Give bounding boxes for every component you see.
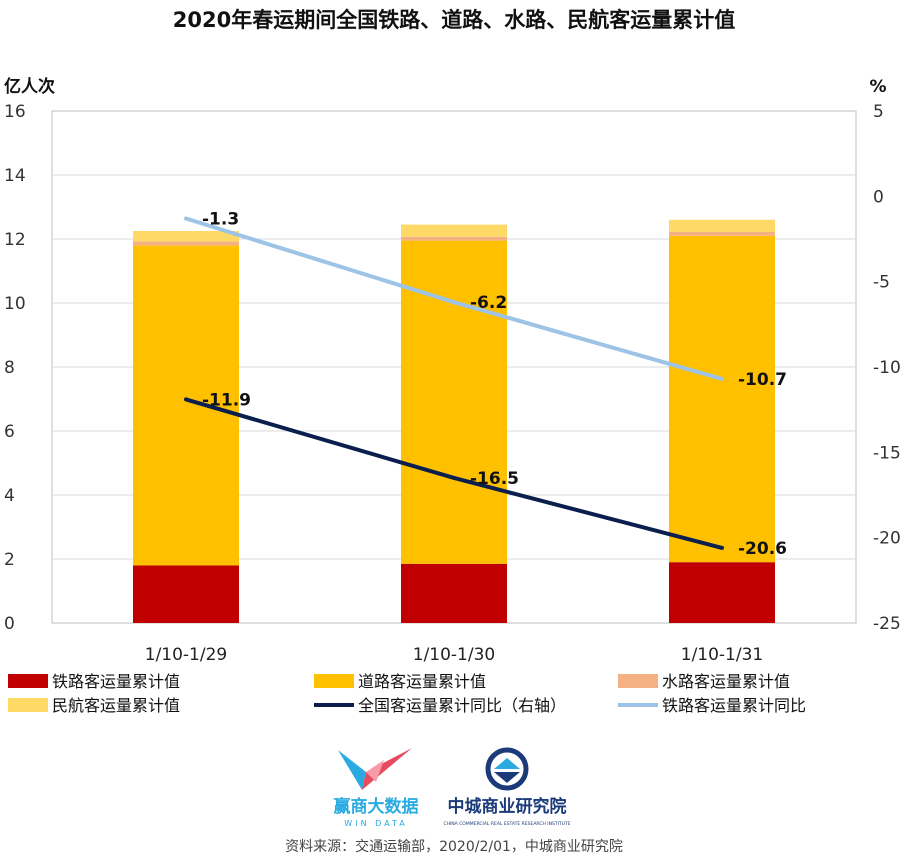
line-point — [184, 216, 188, 221]
x-axis-ticks: 1/10-1/29 1/10-1/30 1/10-1/31 — [145, 645, 764, 665]
bar-segment — [669, 562, 775, 623]
right-tick-label: -5 — [873, 273, 890, 293]
ccre-logo-name: 中城商业研究院 — [448, 796, 567, 817]
chart-title: 2020年春运期间全国铁路、道路、水路、民航客运量累计值 — [173, 8, 735, 32]
left-tick-label: 8 — [4, 358, 15, 378]
source-note: 资料来源：交通运输部，2020/2/01，中城商业研究院 — [285, 838, 623, 855]
right-tick-label: -10 — [873, 358, 901, 378]
left-tick-label: 14 — [4, 166, 26, 186]
wind-data-logo: 赢商大数据 WIN DATA — [334, 748, 419, 828]
right-tick-label: 5 — [873, 102, 884, 122]
legend-swatch — [8, 674, 48, 688]
right-axis-ticks: -25 -20 -15 -10 -5 0 5 — [873, 102, 901, 634]
bar-segment — [669, 231, 775, 236]
left-tick-label: 0 — [4, 614, 15, 634]
left-tick-label: 6 — [4, 422, 15, 442]
bar-segment — [133, 565, 239, 623]
legend-label: 道路客运量累计值 — [358, 672, 486, 691]
left-tick-label: 10 — [4, 294, 26, 314]
wind-logo-name: 赢商大数据 — [334, 796, 419, 817]
left-tick-label: 12 — [4, 230, 26, 250]
stacked-bars — [133, 219, 775, 623]
legend-label: 水路客运量累计值 — [662, 672, 790, 691]
bar-segment — [401, 563, 507, 623]
legend-swatch — [618, 674, 658, 688]
data-label: -1.3 — [202, 210, 239, 230]
legend-label: 全国客运量累计同比（右轴） — [358, 696, 566, 715]
line-point — [720, 545, 724, 550]
x-tick-label: 1/10-1/30 — [413, 645, 496, 665]
line-point — [184, 397, 188, 402]
right-tick-label: -15 — [873, 443, 901, 463]
left-axis-ticks: 0 2 4 6 8 10 12 14 16 — [4, 102, 26, 634]
line-point — [720, 376, 724, 381]
data-label: -6.2 — [470, 293, 507, 313]
left-tick-label: 4 — [4, 486, 15, 506]
data-label: -11.9 — [202, 390, 251, 410]
data-label: -20.6 — [738, 539, 787, 559]
bar-segment — [669, 235, 775, 563]
line-series: -11.9 -16.5 -20.6 -1.3 -6.2 -10.7 — [184, 210, 787, 559]
right-axis-unit: % — [869, 77, 886, 97]
legend-label: 铁路客运量累计同比 — [662, 696, 806, 715]
wind-logo-sub: WIN DATA — [344, 819, 407, 828]
bar-segment — [133, 241, 239, 246]
right-tick-label: -20 — [873, 529, 901, 549]
bar-segment — [401, 236, 507, 241]
bar-segment — [133, 245, 239, 566]
ccre-logo: 中城商业研究院 CHINA COMMERCIAL REAL ESTATE RES… — [443, 747, 571, 827]
legend-label: 民航客运量累计值 — [52, 696, 180, 715]
wind-logo-shape-red — [362, 748, 412, 790]
legend-swatch — [314, 674, 354, 688]
legend-swatch — [8, 698, 48, 712]
bar-segment — [401, 240, 507, 564]
wind-logo-shape-blue — [338, 750, 366, 790]
wind-logo-shape-pink — [366, 760, 384, 782]
bar-segment — [669, 219, 775, 232]
data-label: -10.7 — [738, 370, 787, 390]
bar-segment — [133, 231, 239, 242]
legend-label: 铁路客运量累计值 — [52, 672, 180, 691]
x-tick-label: 1/10-1/31 — [681, 645, 764, 665]
ccre-logo-ring — [485, 747, 529, 791]
right-tick-label: -25 — [873, 614, 901, 634]
ccre-logo-arrow-up — [494, 758, 520, 769]
x-tick-label: 1/10-1/29 — [145, 645, 228, 665]
right-tick-label: 0 — [873, 187, 884, 207]
ccre-logo-sub: CHINA COMMERCIAL REAL ESTATE RESEARCH IN… — [443, 821, 570, 827]
line-point — [452, 475, 456, 480]
left-axis-unit: 亿人次 — [4, 76, 55, 97]
ccre-logo-arrow-down — [494, 772, 520, 783]
line-point — [452, 300, 456, 305]
bar-segment — [401, 224, 507, 237]
left-tick-label: 16 — [4, 102, 26, 122]
left-tick-label: 2 — [4, 550, 15, 570]
data-label: -16.5 — [470, 469, 519, 489]
